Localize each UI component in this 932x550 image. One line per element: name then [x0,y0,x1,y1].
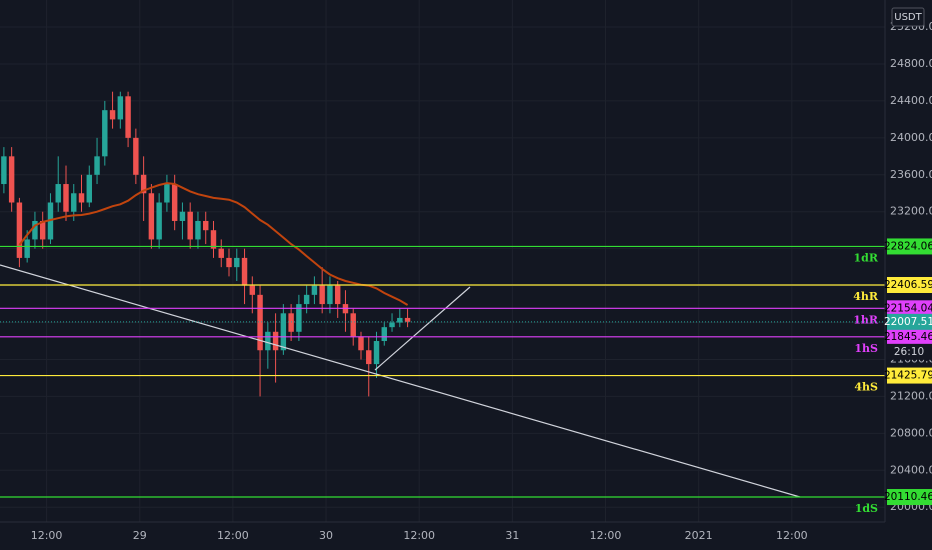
level-name: 1hR [853,313,879,326]
candle-body [366,350,372,365]
candle-body [164,184,170,203]
level-badge: 22154.04 [884,302,932,314]
y-tick-label: 24400.00 [890,94,932,107]
countdown-bg [887,343,932,360]
moving-average [18,182,409,306]
last-price-badge: 22007.51 [884,316,932,328]
x-tick-label: 30 [319,529,333,542]
candle-body [327,285,333,305]
level-badge: 20110.46 [884,491,932,503]
candle-body [24,239,30,258]
candle-body [187,211,193,240]
level-badge: 21425.79 [884,370,932,382]
trend-line[interactable] [374,286,471,371]
level-name: 4hR [853,290,879,303]
candle-body [39,220,46,240]
candle-body [319,285,325,305]
candle-body [156,202,162,240]
level-name: 1hS [854,342,878,355]
candle-body [280,313,287,351]
candle-body [373,341,380,365]
currency: USDT [894,12,922,23]
candle-body [241,257,248,286]
candle-body [358,336,364,351]
level-badge: 22824.06 [884,240,932,252]
candle-body [226,257,232,268]
candle-body [311,285,318,295]
candle-body [140,174,147,194]
candle-body [404,317,411,322]
level-badge-bg [887,328,932,345]
y-tick-label: 23600.00 [890,168,932,181]
candle-body [125,96,131,138]
x-tick-label: 31 [505,529,519,542]
y-tick-label: 20400.00 [890,463,932,476]
x-tick-label: 12:00 [590,529,622,542]
candle-body [288,313,294,332]
y-tick-label: 24800.00 [890,57,932,70]
candle-body [303,294,310,305]
x-tick-label: 2021 [685,529,713,542]
candle-body [397,317,403,323]
level-name: 4hS [854,381,878,394]
candle-body [210,230,217,249]
level-badge-bg [887,367,932,384]
candle-body [334,285,341,305]
candle-body [296,304,302,332]
candle-body [117,96,124,120]
candle-body [8,156,15,203]
y-tick-label: 24000.00 [890,131,932,144]
candle-body [71,193,77,212]
level-badge-bg [887,300,932,317]
candle-body [257,294,263,351]
candle-body [94,156,100,175]
y-tick-label: 20800.00 [890,426,932,439]
candle-body [102,110,108,157]
x-tick-label: 12:00 [217,529,249,542]
candle-body [171,184,178,221]
candle-body [234,257,240,268]
candle-body [86,174,92,203]
last-price-badge-bg [887,313,932,330]
level-badge-bg [887,277,932,294]
candle-body [195,220,201,240]
x-tick-label: 12:00 [403,529,435,542]
y-tick-label: 21200.00 [890,389,932,402]
currency-box[interactable] [891,7,925,27]
level-badge: 21845.46 [884,331,932,343]
level-badge-bg [887,489,932,506]
level-badge-bg [887,238,932,255]
candle-body [203,220,209,231]
candle-body [78,193,85,203]
candle-body [389,322,395,328]
candle-body [32,220,38,240]
candle-body [179,211,186,221]
candle-body [381,327,387,342]
candle-body [63,184,69,212]
candle-body [133,137,139,175]
y-tick-label: 23200.00 [890,205,932,218]
candle-body [16,202,23,258]
trend-line[interactable] [0,264,801,498]
candle-body [148,193,155,240]
level-badge: 22406.59 [884,279,932,291]
candle-body [272,331,279,351]
candle-body [1,156,7,185]
candle-body [55,184,61,203]
candle-body [109,110,116,120]
level-name: 1dR [854,251,879,264]
candle-body [218,248,224,258]
x-tick-label: 12:00 [31,529,63,542]
price-axis [885,0,932,550]
level-name: 1dS [855,502,878,515]
candle-body [350,313,356,337]
countdown: 26:10 [894,346,924,358]
candle-body [249,285,256,295]
x-tick-label: 12:00 [776,529,808,542]
x-tick-label: 29 [133,529,147,542]
candle-body [265,331,271,351]
